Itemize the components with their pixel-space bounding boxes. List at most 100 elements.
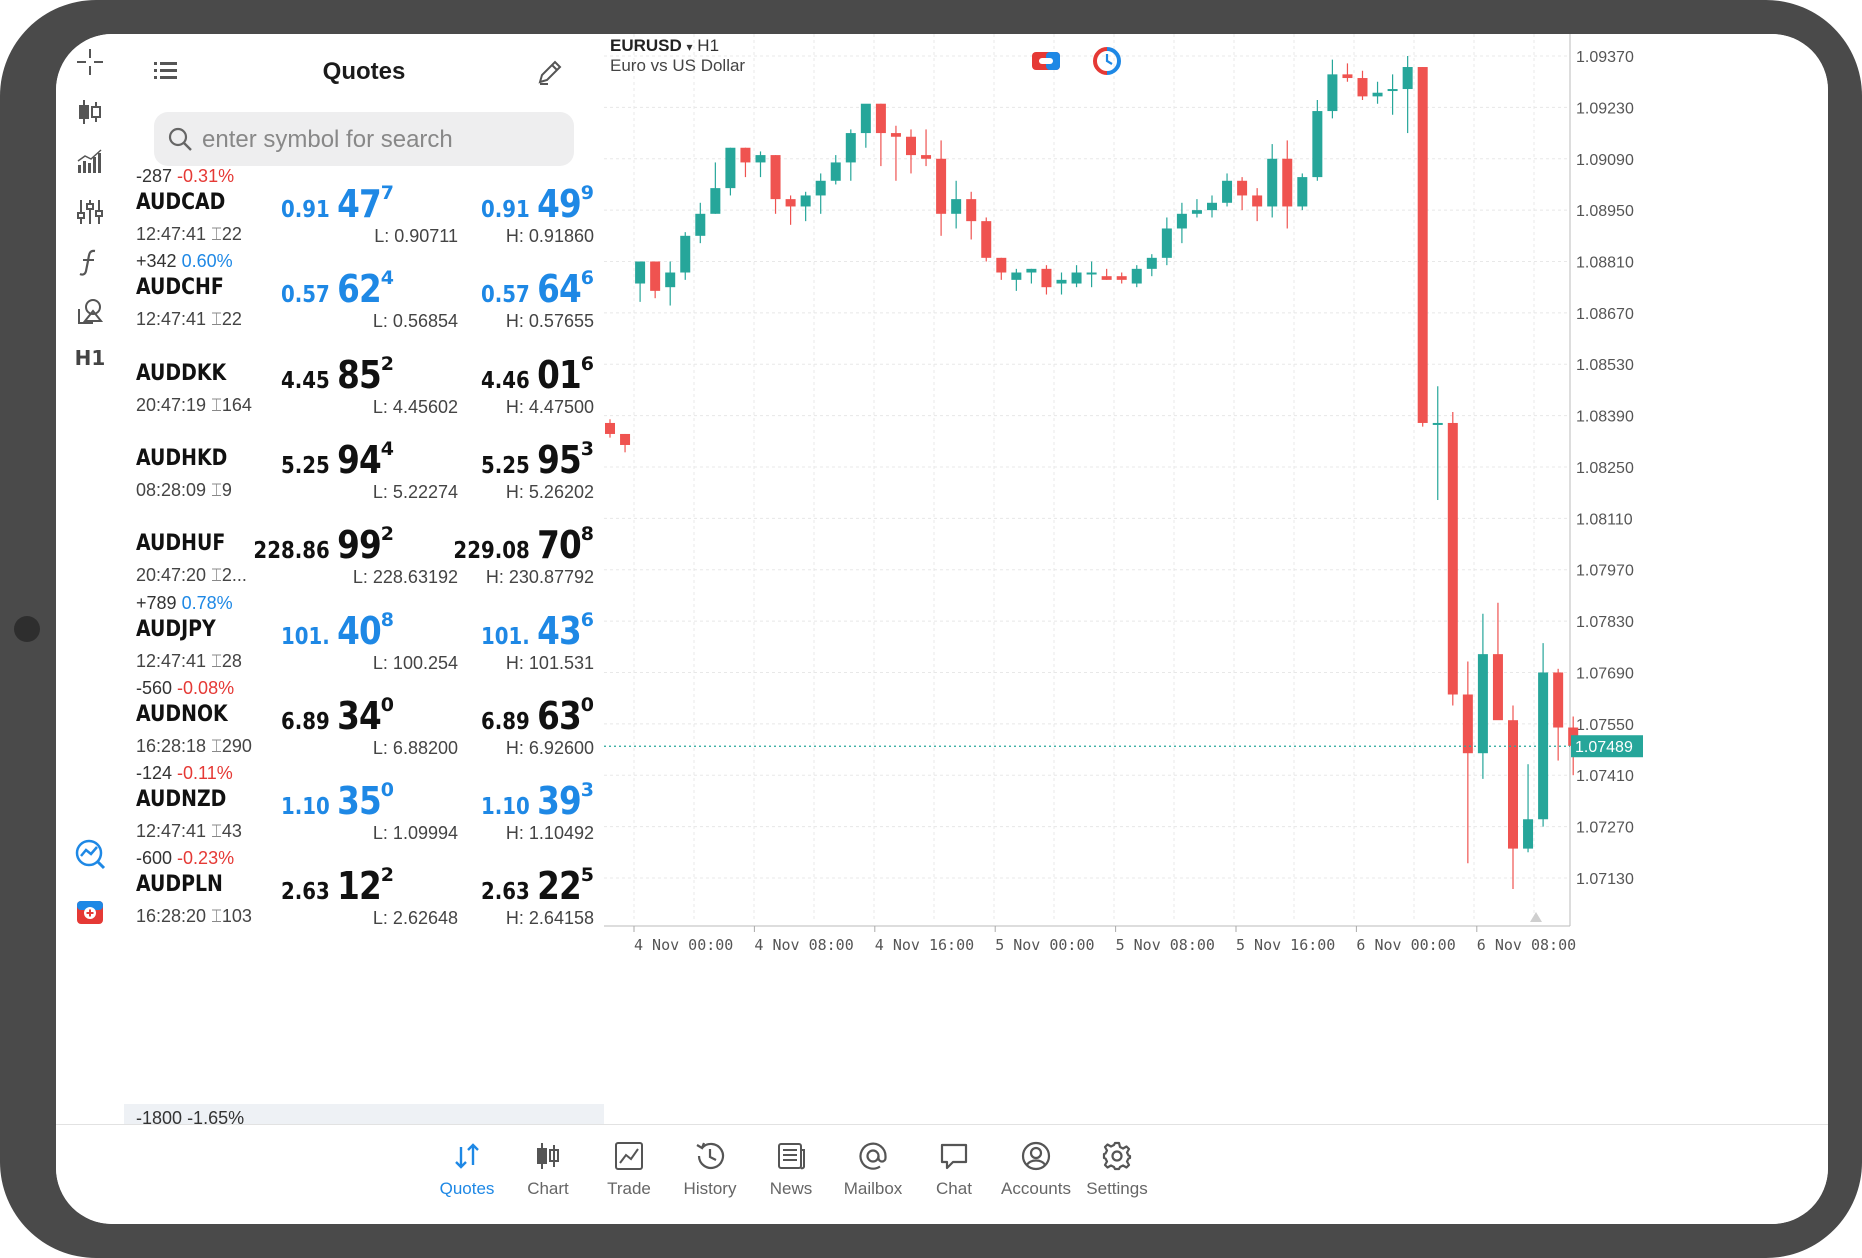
candle-body [1477,654,1488,754]
daily-high: H: 230.87792 [485,567,594,588]
bid-price-fraction: 0 [380,693,394,716]
change-percent: 0.78% [181,592,233,613]
tab-settings[interactable]: Settings [1072,1133,1162,1213]
price-chart[interactable]: 1.09370 1.09230 1.09090 1.08950 1.08810 1.086… [604,34,1828,1124]
tab-history[interactable]: History [665,1133,755,1213]
gear-icon [1102,1141,1132,1171]
bid-price-prefix: 2.63 [281,879,330,906]
bid-price[interactable]: 4.45 852 [194,353,394,397]
quote-row[interactable]: AUDHUF 20:47:20 ⌶2... 228.86 992 229.08 708 L:… [124,505,604,606]
chart-description: Euro vs US Dollar [610,56,746,75]
tab-chat[interactable]: Chat [909,1133,999,1213]
timeframe-button[interactable]: H1 [68,336,112,380]
quote-timestamp: 20:47:20 [136,565,207,586]
candle-body [921,155,932,159]
bid-price-prefix: 5.25 [281,452,330,479]
ask-price[interactable]: 5.25 953 [394,438,594,482]
tab-quotes[interactable]: Quotes [422,1133,512,1213]
change-percent: -0.31% [177,166,235,186]
candle-body [1131,268,1142,284]
daily-high: H: 101.531 [505,652,594,673]
candlestick-chart[interactable]: 1.09370 1.09230 1.09090 1.08950 1.08810 1.086… [604,34,1828,1124]
ask-price-fraction: 6 [580,352,594,375]
bid-price-prefix: 0.91 [281,197,330,223]
ask-price[interactable]: 4.46 016 [394,353,594,397]
chart-toolbar: H1 [56,34,125,1124]
bid-price[interactable]: 228.86 992 [194,523,394,567]
bid-price[interactable]: 2.63 122 [194,864,394,908]
volume-icon[interactable] [68,140,112,184]
daily-low: L: 100.254 [372,652,458,673]
tab-mailbox[interactable]: Mailbox [828,1133,918,1213]
quote-row[interactable]: AUDDKK 20:47:19 ⌶164 4.45 852 4.46 016 L: 4.45… [124,335,604,436]
candle-body [1312,111,1323,178]
candle-body [875,103,886,134]
clock-history-icon [696,1142,725,1170]
daily-high: H: 0.91860 [505,226,594,246]
quotes-title: Quotes [322,58,406,85]
y-tick-label: 1.07690 [1576,665,1634,682]
quote-symbol: AUDCAD [136,190,226,215]
change-points: -600 [136,848,173,869]
trade-levels-icon[interactable] [1031,50,1061,72]
bid-price[interactable]: 6.89 340 [194,694,394,738]
tab-trade[interactable]: Trade [584,1133,674,1213]
quote-row[interactable]: -560 -0.08% AUDNOK 16:28:18 ⌶290 6.89 340 6.8… [124,676,604,777]
ask-price[interactable]: 101. 436 [394,609,594,653]
objects-icon[interactable] [68,290,112,334]
tab-chart[interactable]: Chart [503,1133,593,1213]
bid-price[interactable]: 1.10 350 [194,779,394,823]
bid-price-fraction: 2 [380,523,394,546]
bid-price[interactable]: 0.91 477 [194,182,394,226]
ask-price[interactable]: 229.08 708 [394,523,594,567]
chat-bubble-icon [940,1143,968,1170]
change-percent: 0.60% [181,251,233,272]
function-icon[interactable] [68,240,112,284]
tab-accounts[interactable]: Accounts [991,1133,1081,1213]
quote-row-partial[interactable]: -1800 -1.65% [124,1104,604,1124]
quote-row[interactable]: +342 0.60% AUDCHF 12:47:41 ⌶22 0.57 624 0.57 6… [124,249,604,350]
signal-icon[interactable] [1092,46,1122,76]
ask-price[interactable]: 1.10 393 [394,779,594,823]
quote-row[interactable]: AUDHKD 08:28:09 ⌶9 5.25 944 5.25 953 L: 5.2227… [124,420,604,521]
ask-price-pips: 49 [536,182,582,226]
ask-price-pips: 64 [536,267,582,312]
chart-type-icon[interactable] [68,90,112,134]
tab-news[interactable]: News [746,1133,836,1213]
spread-icon: ⌶ [211,309,222,330]
ask-price[interactable]: 2.63 225 [394,864,594,908]
market-watch-icon[interactable] [68,832,112,876]
edit-icon[interactable] [534,56,566,88]
chart-timeframe: H1 [697,36,720,55]
candle-body [680,235,691,273]
ask-price[interactable]: 0.91 499 [394,182,594,226]
ask-price-fraction: 6 [580,267,594,290]
x-tick-label: 5 Nov 00:00 [995,936,1094,954]
search-input[interactable] [200,112,564,168]
quote-row[interactable]: -287 -0.31% AUDCAD 12:47:41 ⌶22 0.91 477 0.91… [124,164,604,265]
candle-body [1252,195,1263,207]
one-click-trading-icon[interactable] [68,890,112,934]
bid-price[interactable]: 101. 408 [194,609,394,653]
ask-price-fraction: 5 [580,864,594,887]
list-icon[interactable] [150,58,182,86]
symbol-search[interactable] [154,112,574,168]
bid-price-fraction: 4 [380,267,394,290]
chart-symbol-header[interactable]: EURUSD ▾ H1 [610,36,719,56]
ask-price[interactable]: 0.57 646 [394,267,594,311]
indicators-icon[interactable] [68,190,112,234]
ask-price[interactable]: 6.89 630 [394,694,594,738]
quote-row[interactable]: +789 0.78% AUDJPY 12:47:41 ⌶28 101. 408 101. 4… [124,591,604,692]
change-points: -1800 [136,1108,183,1124]
candle-body [635,261,646,284]
bid-price[interactable]: 0.57 624 [194,267,394,311]
quote-spread: 290 [221,735,252,756]
quote-row[interactable]: -600 -0.23% AUDPLN 16:28:20 ⌶103 2.63 122 2.6… [124,846,604,947]
x-tick-label: 4 Nov 16:00 [875,936,974,954]
bid-price[interactable]: 5.25 944 [194,438,394,482]
daily-low: L: 2.62648 [372,908,458,929]
quote-row[interactable]: -124 -0.11% AUDNZD 12:47:41 ⌶43 1.10 350 1.10… [124,761,604,862]
crosshair-icon[interactable] [68,40,112,84]
candle-body [1161,228,1172,258]
y-tick-label: 1.07970 [1576,563,1634,580]
